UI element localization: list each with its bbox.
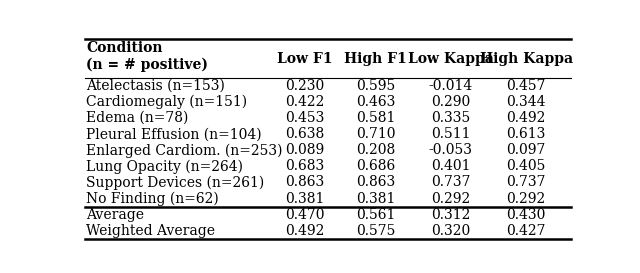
Text: 0.405: 0.405 [506,159,546,173]
Text: 0.737: 0.737 [431,176,470,189]
Text: Low Kappa: Low Kappa [408,52,493,66]
Text: 0.863: 0.863 [285,176,324,189]
Text: Average: Average [86,208,145,222]
Text: 0.575: 0.575 [356,224,395,238]
Text: 0.613: 0.613 [506,127,546,141]
Text: Support Devices (n=261): Support Devices (n=261) [86,175,265,190]
Text: 0.710: 0.710 [356,127,395,141]
Text: 0.335: 0.335 [431,111,470,125]
Text: 0.430: 0.430 [506,208,546,222]
Text: 0.561: 0.561 [356,208,395,222]
Text: 0.381: 0.381 [356,192,395,206]
Text: 0.230: 0.230 [285,79,324,93]
Text: 0.492: 0.492 [285,224,324,238]
Text: 0.427: 0.427 [506,224,546,238]
Text: 0.470: 0.470 [285,208,324,222]
Text: -0.014: -0.014 [429,79,473,93]
Text: Enlarged Cardiom. (n=253): Enlarged Cardiom. (n=253) [86,143,283,158]
Text: 0.863: 0.863 [356,176,395,189]
Text: 0.320: 0.320 [431,224,470,238]
Text: -0.053: -0.053 [429,143,473,157]
Text: No Finding (n=62): No Finding (n=62) [86,191,219,206]
Text: 0.292: 0.292 [506,192,546,206]
Text: 0.737: 0.737 [506,176,546,189]
Text: Low F1: Low F1 [277,52,333,66]
Text: 0.097: 0.097 [506,143,546,157]
Text: 0.457: 0.457 [506,79,546,93]
Text: High F1: High F1 [344,52,407,66]
Text: 0.683: 0.683 [285,159,324,173]
Text: 0.344: 0.344 [506,95,546,109]
Text: 0.581: 0.581 [356,111,395,125]
Text: 0.492: 0.492 [506,111,546,125]
Text: 0.290: 0.290 [431,95,470,109]
Text: 0.292: 0.292 [431,192,470,206]
Text: 0.312: 0.312 [431,208,470,222]
Text: 0.381: 0.381 [285,192,324,206]
Text: 0.089: 0.089 [285,143,324,157]
Text: Condition
(n = # positive): Condition (n = # positive) [86,41,209,72]
Text: 0.422: 0.422 [285,95,324,109]
Text: 0.453: 0.453 [285,111,324,125]
Text: High Kappa: High Kappa [479,52,573,66]
Text: Atelectasis (n=153): Atelectasis (n=153) [86,79,225,93]
Text: 0.686: 0.686 [356,159,395,173]
Text: Cardiomegaly (n=151): Cardiomegaly (n=151) [86,95,248,109]
Text: Pleural Effusion (n=104): Pleural Effusion (n=104) [86,127,262,141]
Text: Lung Opacity (n=264): Lung Opacity (n=264) [86,159,243,174]
Text: 0.511: 0.511 [431,127,470,141]
Text: 0.638: 0.638 [285,127,324,141]
Text: 0.208: 0.208 [356,143,395,157]
Text: Edema (n=78): Edema (n=78) [86,111,189,125]
Text: Weighted Average: Weighted Average [86,224,216,238]
Text: 0.595: 0.595 [356,79,395,93]
Text: 0.401: 0.401 [431,159,470,173]
Text: 0.463: 0.463 [356,95,395,109]
